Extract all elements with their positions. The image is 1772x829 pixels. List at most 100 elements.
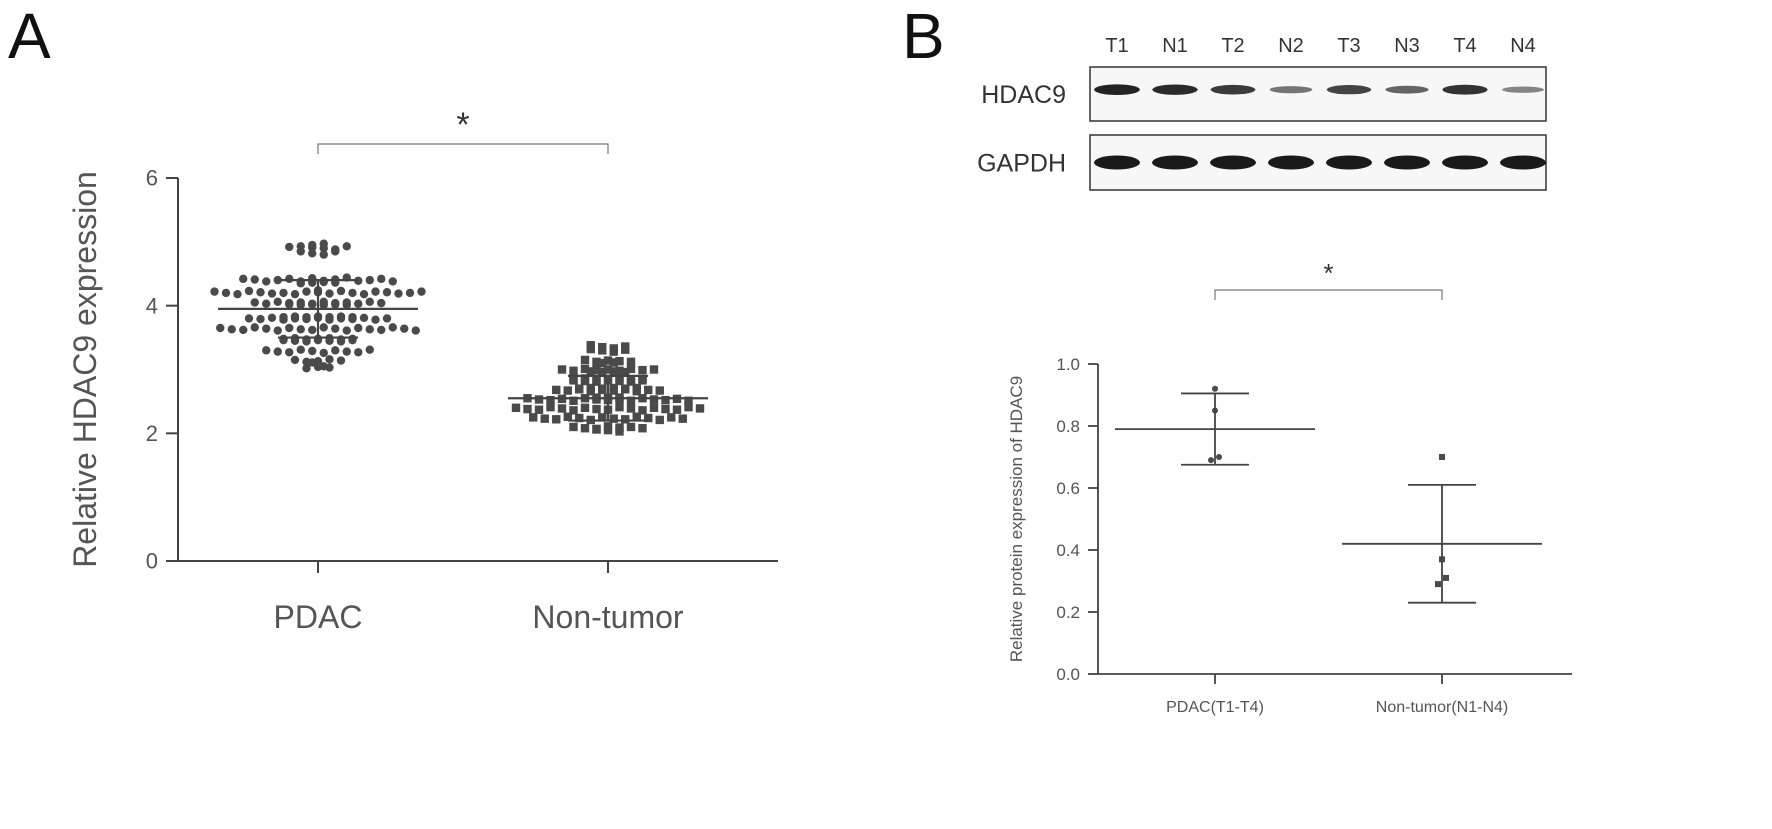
y-tick-label: 4 bbox=[146, 293, 158, 318]
data-point bbox=[262, 299, 271, 308]
data-point bbox=[678, 414, 687, 423]
data-point bbox=[586, 344, 595, 354]
blot-band bbox=[1384, 155, 1430, 170]
data-point bbox=[615, 357, 624, 366]
blot-band bbox=[1268, 155, 1314, 170]
data-point bbox=[262, 346, 271, 355]
panel-a-dot-plot: 0 2 4 6 PDAC Non-tumor * Relative HDAC9 expr… bbox=[67, 106, 778, 635]
data-point bbox=[534, 395, 544, 404]
data-point bbox=[296, 298, 305, 307]
western-blot: T1 N1 T2 N2 T3 N3 T4 N4 HDAC9 GAPDH bbox=[977, 35, 1547, 191]
data-point bbox=[632, 383, 641, 393]
data-point bbox=[290, 355, 300, 365]
data-point bbox=[239, 325, 248, 335]
blot-row-label: GAPDH bbox=[977, 150, 1066, 178]
data-point bbox=[267, 313, 277, 322]
data-point bbox=[279, 315, 288, 324]
y-tick-label: 0.2 bbox=[1056, 603, 1080, 622]
data-point bbox=[1443, 574, 1449, 581]
data-point bbox=[308, 358, 317, 367]
data-point bbox=[609, 367, 618, 376]
data-point bbox=[313, 362, 323, 372]
bracket-line bbox=[1214, 289, 1443, 300]
data-point bbox=[592, 357, 601, 367]
data-point bbox=[609, 383, 618, 393]
data-point bbox=[244, 286, 254, 296]
data-point bbox=[319, 348, 328, 358]
data-point bbox=[644, 385, 653, 395]
data-point bbox=[325, 363, 334, 372]
y-tick-label: 1.0 bbox=[1056, 355, 1080, 374]
data-point bbox=[250, 298, 259, 307]
data-points bbox=[1208, 385, 1449, 588]
data-point bbox=[563, 412, 572, 421]
data-point bbox=[592, 365, 601, 375]
data-point bbox=[290, 289, 300, 299]
data-point bbox=[354, 299, 363, 308]
data-point bbox=[290, 314, 300, 323]
data-point bbox=[1439, 454, 1445, 460]
data-point bbox=[552, 415, 561, 424]
data-point bbox=[273, 297, 282, 307]
data-point bbox=[655, 415, 664, 425]
data-point bbox=[365, 275, 374, 285]
y-tick-label: 0 bbox=[146, 549, 158, 574]
data-point bbox=[285, 348, 294, 357]
data-point bbox=[285, 323, 294, 333]
data-point bbox=[580, 355, 590, 365]
y-tick-label: 2 bbox=[146, 421, 158, 446]
data-point bbox=[233, 289, 242, 299]
data-point bbox=[296, 277, 305, 286]
data-point bbox=[244, 314, 254, 323]
data-point bbox=[667, 413, 676, 422]
data-point bbox=[273, 347, 282, 356]
data-point bbox=[273, 275, 282, 285]
data-point bbox=[354, 276, 363, 285]
data-point bbox=[603, 356, 613, 365]
data-point bbox=[649, 403, 659, 412]
blot-rows: HDAC9 GAPDH bbox=[977, 66, 1547, 191]
data-point bbox=[319, 250, 328, 259]
data-point bbox=[546, 402, 555, 412]
data-point bbox=[319, 239, 328, 248]
data-point bbox=[649, 365, 659, 374]
data-point bbox=[308, 243, 317, 252]
data-point bbox=[250, 275, 259, 284]
blot-row-label: HDAC9 bbox=[981, 81, 1066, 109]
data-point bbox=[615, 366, 624, 375]
x-tick-label: PDAC(T1-T4) bbox=[1166, 699, 1264, 716]
data-point bbox=[638, 424, 647, 433]
data-point bbox=[302, 287, 311, 296]
data-point bbox=[569, 406, 578, 415]
y-axis-label: Relative protein expression of HDAC9 bbox=[1007, 376, 1026, 662]
significance-star: * bbox=[456, 106, 469, 144]
data-point bbox=[325, 355, 334, 364]
blot-band bbox=[1442, 84, 1488, 95]
data-point bbox=[569, 366, 578, 375]
data-point bbox=[511, 403, 521, 412]
data-point bbox=[296, 345, 305, 354]
data-point bbox=[598, 413, 607, 422]
data-point bbox=[580, 374, 590, 383]
data-point bbox=[523, 404, 532, 414]
data-point bbox=[308, 249, 317, 258]
blot-band bbox=[1152, 84, 1198, 95]
data-point bbox=[405, 288, 415, 298]
data-point bbox=[626, 357, 636, 367]
data-point bbox=[592, 425, 601, 434]
blot-band bbox=[1326, 85, 1372, 95]
data-point bbox=[598, 367, 607, 377]
blot-band bbox=[1442, 155, 1488, 170]
data-point bbox=[336, 312, 346, 321]
blot-band bbox=[1210, 155, 1256, 170]
data-point bbox=[239, 274, 248, 284]
lane-label: T2 bbox=[1221, 35, 1244, 57]
data-point bbox=[569, 396, 578, 405]
data-point bbox=[649, 395, 659, 404]
data-point bbox=[377, 325, 386, 335]
data-point bbox=[661, 404, 670, 414]
data-point bbox=[296, 325, 305, 334]
data-point bbox=[598, 346, 607, 355]
data-point bbox=[342, 242, 351, 251]
